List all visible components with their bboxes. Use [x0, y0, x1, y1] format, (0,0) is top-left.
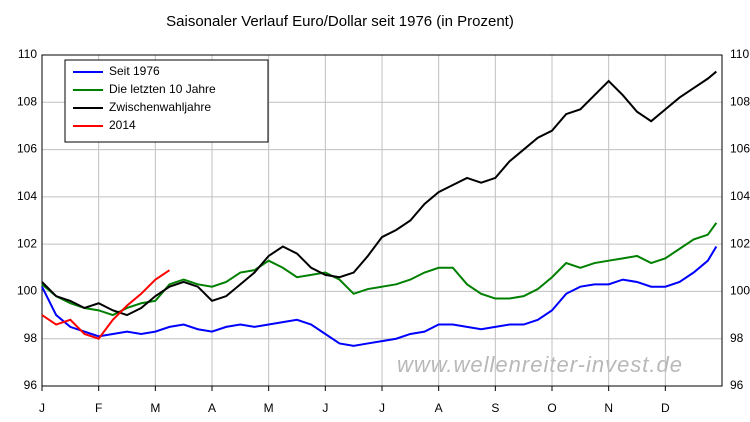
legend-label: Seit 1976: [109, 64, 160, 78]
y2-tick-label: 110: [730, 47, 749, 61]
x-tick-label: S: [491, 401, 499, 415]
legend-box: [64, 59, 269, 143]
x-tick-label: F: [95, 401, 102, 415]
x-tick-label: O: [547, 401, 556, 415]
y-tick-label: 104: [17, 189, 37, 203]
y2-tick-label: 96: [730, 378, 744, 392]
y-tick-label: 102: [17, 236, 37, 250]
series-line: [41, 222, 718, 317]
y2-tick-label: 102: [730, 236, 750, 250]
y2-tick-label: 106: [730, 142, 750, 156]
y-tick-label: 100: [17, 284, 37, 298]
x-tick-label: J: [322, 401, 328, 415]
x-tick-label: A: [208, 401, 216, 415]
series-line: [41, 70, 717, 317]
y2-tick-label: 98: [730, 331, 744, 345]
plot-frame: [41, 54, 723, 387]
y-tick-label: 96: [24, 378, 38, 392]
x-tick-label: M: [150, 401, 160, 415]
legend-label: 2014: [109, 118, 136, 132]
y2-tick-label: 104: [730, 189, 750, 203]
y-tick-label: 98: [24, 331, 38, 345]
y2-tick-label: 108: [730, 94, 750, 108]
y-tick-label: 106: [17, 142, 37, 156]
y-tick-label: 110: [18, 47, 37, 61]
series-line: [41, 245, 718, 347]
y2-tick-label: 100: [730, 284, 750, 298]
x-tick-label: D: [661, 401, 670, 415]
series-line: [41, 269, 171, 340]
legend-label: Zwischenwahljahre: [109, 100, 211, 114]
y-tick-label: 108: [17, 94, 37, 108]
x-tick-label: J: [39, 401, 45, 415]
legend-label: Die letzten 10 Jahre: [109, 82, 216, 96]
x-tick-label: M: [264, 401, 274, 415]
watermark: www.wellenreiter-invest.de: [397, 352, 683, 377]
x-tick-label: J: [379, 401, 385, 415]
x-tick-label: A: [435, 401, 443, 415]
x-tick-label: N: [604, 401, 613, 415]
chart-title: Saisonaler Verlauf Euro/Dollar seit 1976…: [166, 13, 514, 30]
